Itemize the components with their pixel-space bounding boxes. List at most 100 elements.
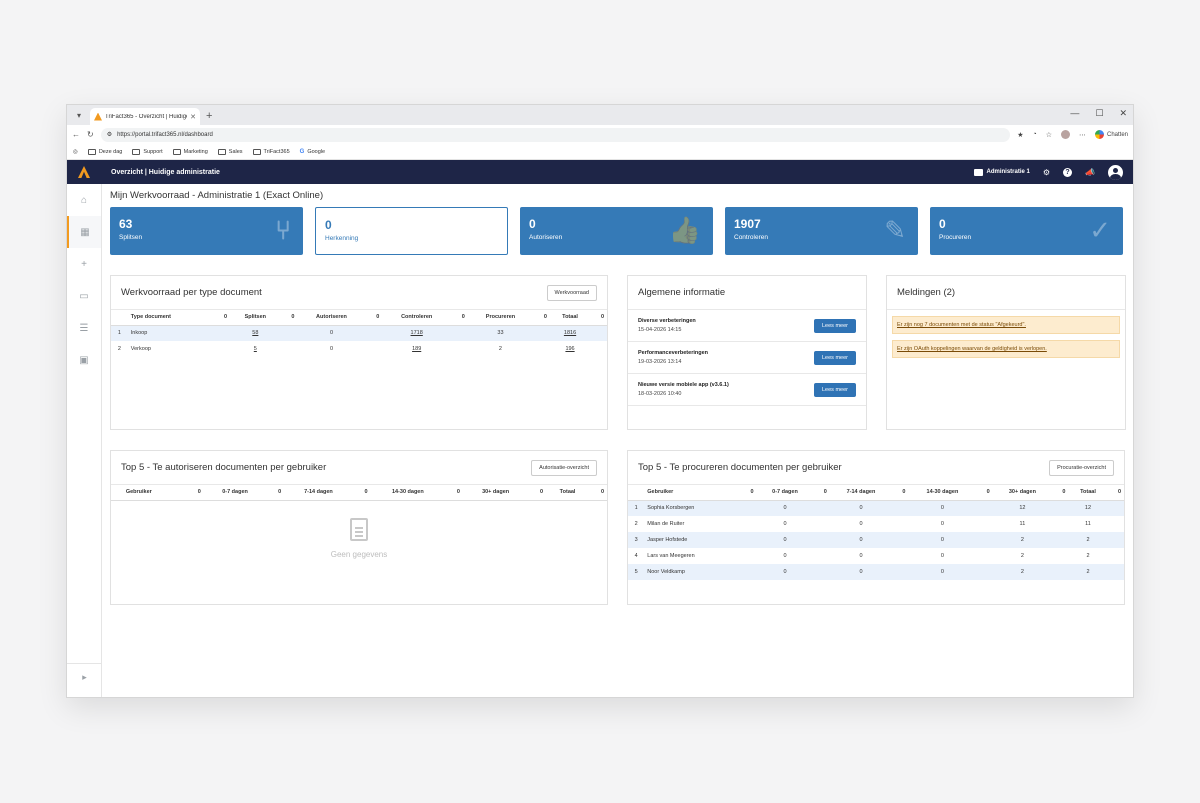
read-more-button[interactable]: Lees meer	[814, 350, 856, 365]
bookmark-item[interactable]: TriFact365	[252, 148, 290, 155]
column-header[interactable]: Gebruiker	[644, 485, 741, 501]
column-filter[interactable]: 0	[1052, 485, 1069, 501]
favorites-icon[interactable]: ☆	[1045, 131, 1052, 139]
read-more-button[interactable]: Lees meer	[814, 382, 856, 397]
card-herkenning[interactable]: 0 Herkenning	[315, 207, 508, 255]
table-row[interactable]: 1 Sophia Korsbergen 0 0 0 12 12	[628, 500, 1124, 516]
column-filter[interactable]: 0	[213, 310, 230, 326]
column-filter[interactable]: 0	[740, 485, 757, 501]
card-autoriseren[interactable]: 0 Autoriseren 👍	[520, 207, 713, 255]
read-more-button[interactable]: Lees meer	[814, 318, 856, 333]
bookmark-item[interactable]: Support	[132, 148, 163, 155]
close-tab-icon[interactable]: ✕	[190, 113, 196, 121]
archive-icon[interactable]: ▣	[79, 354, 89, 366]
address-bar[interactable]: ⚙ https://portal.trifact365.nl/dashboard	[100, 127, 1011, 142]
column-filter[interactable]: 0	[185, 485, 204, 501]
column-header[interactable]: Autoriseren	[297, 310, 366, 326]
column-header[interactable]: Totaal	[549, 310, 591, 326]
column-filter[interactable]: 0	[590, 310, 607, 326]
controleren-link[interactable]: 189	[412, 346, 422, 352]
card-procureren[interactable]: 0 Procureren ✓	[930, 207, 1123, 255]
alert-link[interactable]: Er zijn OAuth koppelingen waarvan de gel…	[892, 340, 1120, 358]
add-icon[interactable]: +	[81, 258, 87, 270]
chat-button[interactable]: Chatten	[1094, 130, 1128, 139]
maximize-icon[interactable]: ☐	[1095, 108, 1104, 118]
column-filter[interactable]: 0	[266, 485, 285, 501]
column-header[interactable]: Totaal	[1068, 485, 1108, 501]
table-row[interactable]: 3 Jasper Hofstede 0 0 0 2 2	[628, 532, 1124, 548]
column-filter[interactable]: 0	[1107, 485, 1124, 501]
edit-icon: ✎	[884, 215, 906, 245]
column-header[interactable]: Gebruiker	[122, 485, 186, 501]
trifact-logo[interactable]	[67, 160, 101, 184]
column-header[interactable]: Type document	[127, 310, 214, 326]
gear-icon[interactable]: ⚙	[1042, 167, 1051, 177]
home-icon[interactable]: ⌂	[80, 194, 88, 206]
controleren-link[interactable]: 1718	[382, 325, 452, 341]
table-row[interactable]: 2 Verkoop 5 0 189 2 196	[111, 341, 607, 357]
administration-selector[interactable]: Administratie 1	[973, 168, 1030, 176]
table-row[interactable]: 2 Milan de Ruiter 0 0 0 11 11	[634, 521, 1091, 527]
close-window-icon[interactable]: ✕	[1119, 108, 1127, 118]
browser-tab[interactable]: TriFact365 - Overzicht | Huidige a ✕	[90, 108, 200, 125]
dashboard-icon[interactable]: ▦	[67, 216, 101, 248]
column-header[interactable]: 14-30 dagen	[370, 485, 446, 501]
column-header[interactable]: Controleren	[382, 310, 452, 326]
bookmark-star-icon[interactable]: ★	[1017, 131, 1024, 139]
totaal-link[interactable]: 196	[565, 346, 575, 352]
column-filter[interactable]: 0	[892, 485, 909, 501]
totaal-link[interactable]: 1816	[549, 325, 591, 341]
column-filter[interactable]: 0	[813, 485, 830, 501]
werkvoorraad-button[interactable]: Werkvoorraad	[546, 284, 597, 301]
site-info-icon[interactable]: ⚙	[106, 132, 113, 138]
bookmark-item[interactable]: Sales	[217, 148, 243, 155]
more-icon[interactable]: ⋯	[1078, 131, 1086, 139]
column-filter[interactable]: 0	[976, 485, 993, 501]
column-filter[interactable]: 0	[589, 485, 607, 501]
tab-list-dropdown-icon[interactable]: ▾	[76, 110, 81, 120]
autorisatie-overzicht-button[interactable]: Autorisatie-overzicht	[531, 459, 597, 476]
profile-avatar[interactable]	[1060, 130, 1070, 139]
card-splitsen[interactable]: 63 Splitsen ⑂	[110, 207, 303, 255]
bookmark-item[interactable]: G Google	[299, 148, 326, 155]
column-header[interactable]: 30+ dagen	[992, 485, 1053, 501]
list-icon[interactable]: ☰	[79, 322, 89, 334]
extension-icon[interactable]: ◔	[1032, 131, 1037, 138]
splitsen-link[interactable]: 5	[253, 346, 257, 352]
column-filter[interactable]: 0	[528, 485, 547, 501]
table-row[interactable]: 4 Lars van Meegeren 0 0 0 2 2	[634, 553, 1090, 559]
apps-icon[interactable]: ◎	[73, 148, 78, 155]
column-header[interactable]: Splitsen	[230, 310, 281, 326]
column-filter[interactable]: 0	[445, 485, 463, 501]
column-filter[interactable]: 0	[451, 310, 468, 326]
table-row[interactable]: 1 Inkoop 58 0 1718 33 1816	[111, 325, 607, 341]
column-filter[interactable]: 0	[280, 310, 298, 326]
card-controleren[interactable]: 1907 Controleren ✎	[725, 207, 918, 255]
column-header[interactable]: 0-7 dagen	[203, 485, 267, 501]
table-row[interactable]: 5 Noor Veldkamp 0 0 0 2 2	[628, 564, 1124, 580]
inbox-icon[interactable]: ▭	[79, 290, 89, 302]
reload-icon[interactable]: ↻	[87, 130, 94, 139]
column-filter[interactable]: 0	[365, 310, 383, 326]
column-filter[interactable]: 0	[533, 310, 550, 326]
column-filter[interactable]: 0	[352, 485, 371, 501]
help-icon[interactable]: ?	[1063, 167, 1073, 177]
column-header[interactable]: 14-30 dagen	[908, 485, 977, 501]
procuratie-overzicht-button[interactable]: Procuratie-overzicht	[1049, 459, 1114, 476]
user-account-icon[interactable]	[1108, 164, 1123, 180]
column-header[interactable]: 30+ dagen	[462, 485, 529, 501]
bookmark-item[interactable]: Deze dag	[87, 148, 122, 155]
column-header[interactable]: Procureren	[467, 310, 534, 326]
alert-link[interactable]: Er zijn nog 7 documenten met de status "…	[892, 316, 1120, 334]
column-header[interactable]: Totaal	[546, 485, 590, 501]
splitsen-link[interactable]: 58	[230, 325, 281, 341]
megaphone-icon[interactable]: 📣	[1085, 167, 1095, 177]
new-tab-icon[interactable]: +	[206, 110, 213, 122]
expand-sidebar-icon[interactable]: ▸	[67, 663, 102, 691]
column-header[interactable]: 0-7 dagen	[756, 485, 814, 501]
column-header[interactable]: 7-14 dagen	[284, 485, 353, 501]
column-header[interactable]: 7-14 dagen	[829, 485, 893, 501]
back-icon[interactable]: ←	[72, 130, 80, 139]
bookmark-item[interactable]: Marketing	[172, 148, 208, 155]
minimize-icon[interactable]: —	[1070, 108, 1080, 118]
